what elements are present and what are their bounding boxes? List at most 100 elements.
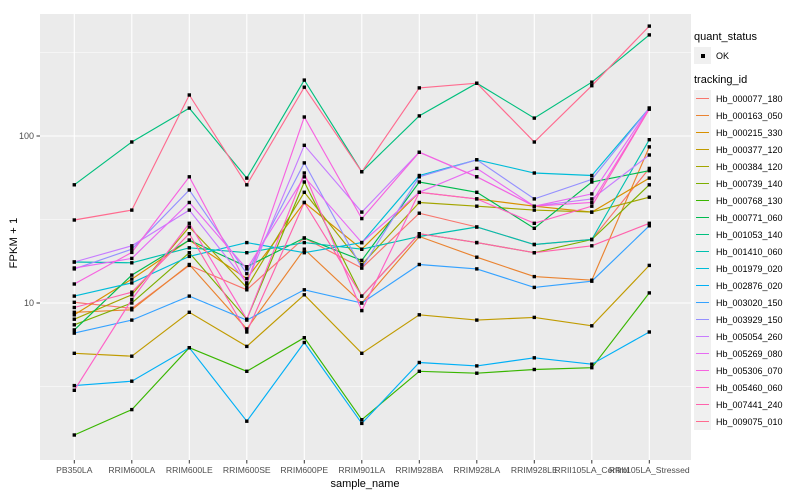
legend-quant-status-block: quant_status OK [694, 31, 783, 64]
data-point-Hb_000739_140 [130, 301, 134, 305]
data-point-Hb_000384_120 [360, 262, 364, 267]
data-point-Hb_005306_070 [245, 282, 249, 286]
x-tick-label: RRIM600SE [223, 465, 271, 475]
data-point-Hb_003929_150 [187, 188, 191, 192]
data-point-Hb_000377_120 [532, 315, 536, 320]
series-color-line-icon [696, 132, 709, 134]
color-swatch-key [694, 209, 711, 226]
data-point-Hb_005054_260 [360, 210, 364, 214]
data-point-Hb_001053_140 [130, 140, 134, 144]
data-point-Hb_003929_150 [590, 177, 594, 182]
data-point-Hb_005269_080 [187, 200, 191, 205]
data-point-Hb_000384_120 [130, 293, 134, 297]
x-tick-label: RRIM928BA [395, 465, 443, 475]
legend-item-label: Hb_000377_120 [716, 144, 783, 155]
data-point-Hb_000771_060 [360, 258, 364, 263]
color-swatch-key [694, 107, 711, 124]
color-swatch-key [694, 260, 711, 277]
legend-tracking-id-block: tracking_id Hb_000077_180 Hb_000163_050 Hb… [694, 74, 783, 430]
data-point-Hb_003020_150 [417, 262, 421, 267]
black-point-icon [700, 53, 705, 58]
data-point-Hb_001053_140 [590, 80, 594, 84]
data-point-Hb_003929_150 [245, 271, 249, 276]
legend-item-label: Hb_001053_140 [716, 229, 783, 240]
legend-item-label: Hb_002876_020 [716, 280, 783, 291]
series-color-line-icon [696, 285, 709, 287]
data-point-Hb_005054_260 [302, 143, 306, 147]
data-point-Hb_000771_060 [72, 328, 76, 332]
data-point-Hb_000163_050 [302, 247, 306, 251]
data-point-Hb_003929_150 [302, 161, 306, 165]
data-point-Hb_007441_240 [532, 251, 536, 255]
legend-item-Hb_001053_140: Hb_001053_140 [694, 226, 783, 243]
data-point-Hb_003929_150 [475, 158, 479, 162]
data-point-Hb_000384_120 [245, 285, 249, 290]
data-point-Hb_000163_050 [532, 274, 536, 279]
data-point-Hb_005054_260 [590, 197, 594, 201]
series-color-line-icon [696, 421, 709, 423]
legend-item-label: Hb_000215_330 [716, 127, 783, 138]
legend-item-Hb_007441_240: Hb_007441_240 [694, 396, 783, 413]
data-point-Hb_005460_060 [417, 190, 421, 194]
data-point-Hb_009075_010 [187, 93, 191, 97]
legend-item-label: Hb_001979_020 [716, 263, 783, 274]
data-point-Hb_003929_150 [360, 266, 364, 270]
data-point-Hb_000771_060 [475, 190, 479, 194]
color-swatch-key [694, 141, 711, 158]
legend-title-tracking-id: tracking_id [694, 74, 748, 86]
data-point-Hb_001053_140 [647, 33, 651, 37]
data-point-Hb_001053_140 [302, 78, 306, 82]
series-color-line-icon [696, 98, 709, 100]
x-tick-label: RRIM600LE [166, 465, 213, 475]
data-point-Hb_002876_020 [72, 383, 76, 388]
data-point-Hb_000739_140 [302, 180, 306, 184]
series-color-line-icon [696, 268, 709, 270]
data-point-Hb_007441_240 [647, 221, 651, 225]
data-point-Hb_005460_060 [245, 317, 249, 321]
data-point-Hb_005269_080 [590, 192, 594, 196]
data-point-Hb_007441_240 [590, 244, 594, 248]
data-point-Hb_005306_070 [360, 216, 364, 221]
series-color-line-icon [696, 217, 709, 219]
color-swatch-key [694, 379, 711, 396]
y-tick-label: 100 [19, 131, 34, 141]
series-color-line-icon [696, 166, 709, 168]
data-point-Hb_000377_120 [590, 324, 594, 328]
data-point-Hb_000768_130 [532, 367, 536, 372]
data-point-Hb_000768_130 [647, 291, 651, 295]
legend-item-label: Hb_001410_060 [716, 246, 783, 257]
color-swatch-key [694, 328, 711, 345]
series-color-line-icon [696, 183, 709, 185]
color-swatch-key [694, 243, 711, 260]
data-point-Hb_000077_180 [72, 300, 76, 304]
data-point-Hb_005269_080 [130, 256, 134, 261]
data-point-Hb_005306_070 [302, 115, 306, 119]
data-point-Hb_009075_010 [245, 183, 249, 187]
legend-item-label: Hb_003929_150 [716, 314, 783, 325]
data-point-Hb_005306_070 [532, 204, 536, 208]
data-point-Hb_000377_120 [647, 263, 651, 268]
legend-item-Hb_003929_150: Hb_003929_150 [694, 311, 783, 328]
legend-item-Hb_000215_330: Hb_000215_330 [694, 124, 783, 141]
data-point-Hb_005269_080 [360, 240, 364, 245]
data-point-Hb_001979_020 [72, 294, 76, 298]
legend-item-label: Hb_000077_180 [716, 93, 783, 104]
data-point-Hb_009075_010 [72, 218, 76, 222]
data-point-Hb_002876_020 [187, 346, 191, 350]
data-point-Hb_009075_010 [475, 81, 479, 85]
data-point-Hb_003020_150 [590, 279, 594, 283]
data-point-Hb_000768_130 [130, 407, 134, 412]
data-point-Hb_007441_240 [72, 305, 76, 310]
color-swatch-key [694, 362, 711, 379]
data-point-Hb_002876_020 [130, 379, 134, 383]
data-point-Hb_000215_330 [130, 277, 134, 281]
legend-item-label: Hb_003020_150 [716, 297, 783, 308]
color-swatch-key [694, 192, 711, 209]
data-point-Hb_000077_180 [245, 288, 249, 292]
data-point-Hb_001979_020 [532, 171, 536, 175]
data-point-Hb_000768_130 [245, 369, 249, 373]
legend-item-label: Hb_007441_240 [716, 399, 783, 410]
data-point-Hb_000768_130 [590, 366, 594, 370]
color-swatch-key [694, 124, 711, 141]
